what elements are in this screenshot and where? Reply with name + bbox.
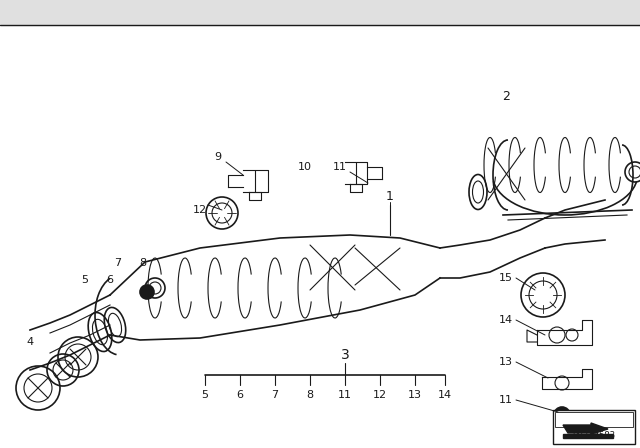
Bar xyxy=(553,410,635,444)
Polygon shape xyxy=(591,423,608,434)
Polygon shape xyxy=(563,425,598,433)
Text: 4: 4 xyxy=(26,337,33,347)
Text: 8: 8 xyxy=(307,390,314,400)
Text: 6: 6 xyxy=(237,390,243,400)
Text: 7: 7 xyxy=(271,390,278,400)
Text: 5: 5 xyxy=(81,275,88,285)
Text: 15: 15 xyxy=(499,273,513,283)
Text: 13: 13 xyxy=(408,390,422,400)
Text: 10: 10 xyxy=(298,162,312,172)
Circle shape xyxy=(554,407,570,423)
Text: 14: 14 xyxy=(499,315,513,325)
Text: 6: 6 xyxy=(106,275,113,285)
Text: 13: 13 xyxy=(499,357,513,367)
Text: 3: 3 xyxy=(340,348,349,362)
Text: 5: 5 xyxy=(202,390,209,400)
Text: 12: 12 xyxy=(373,390,387,400)
Text: 11: 11 xyxy=(333,162,347,172)
Text: 1: 1 xyxy=(386,190,394,202)
Polygon shape xyxy=(0,0,640,25)
Text: 8: 8 xyxy=(140,258,147,268)
Polygon shape xyxy=(563,434,613,438)
Bar xyxy=(555,412,633,427)
Text: 11: 11 xyxy=(499,395,513,405)
Text: 11: 11 xyxy=(338,390,352,400)
Text: 00242583: 00242583 xyxy=(573,431,616,440)
Text: 7: 7 xyxy=(115,258,122,268)
Text: 9: 9 xyxy=(214,152,221,162)
Circle shape xyxy=(140,285,154,299)
Text: 12: 12 xyxy=(193,205,207,215)
Text: 2: 2 xyxy=(502,90,510,103)
Text: 14: 14 xyxy=(438,390,452,400)
